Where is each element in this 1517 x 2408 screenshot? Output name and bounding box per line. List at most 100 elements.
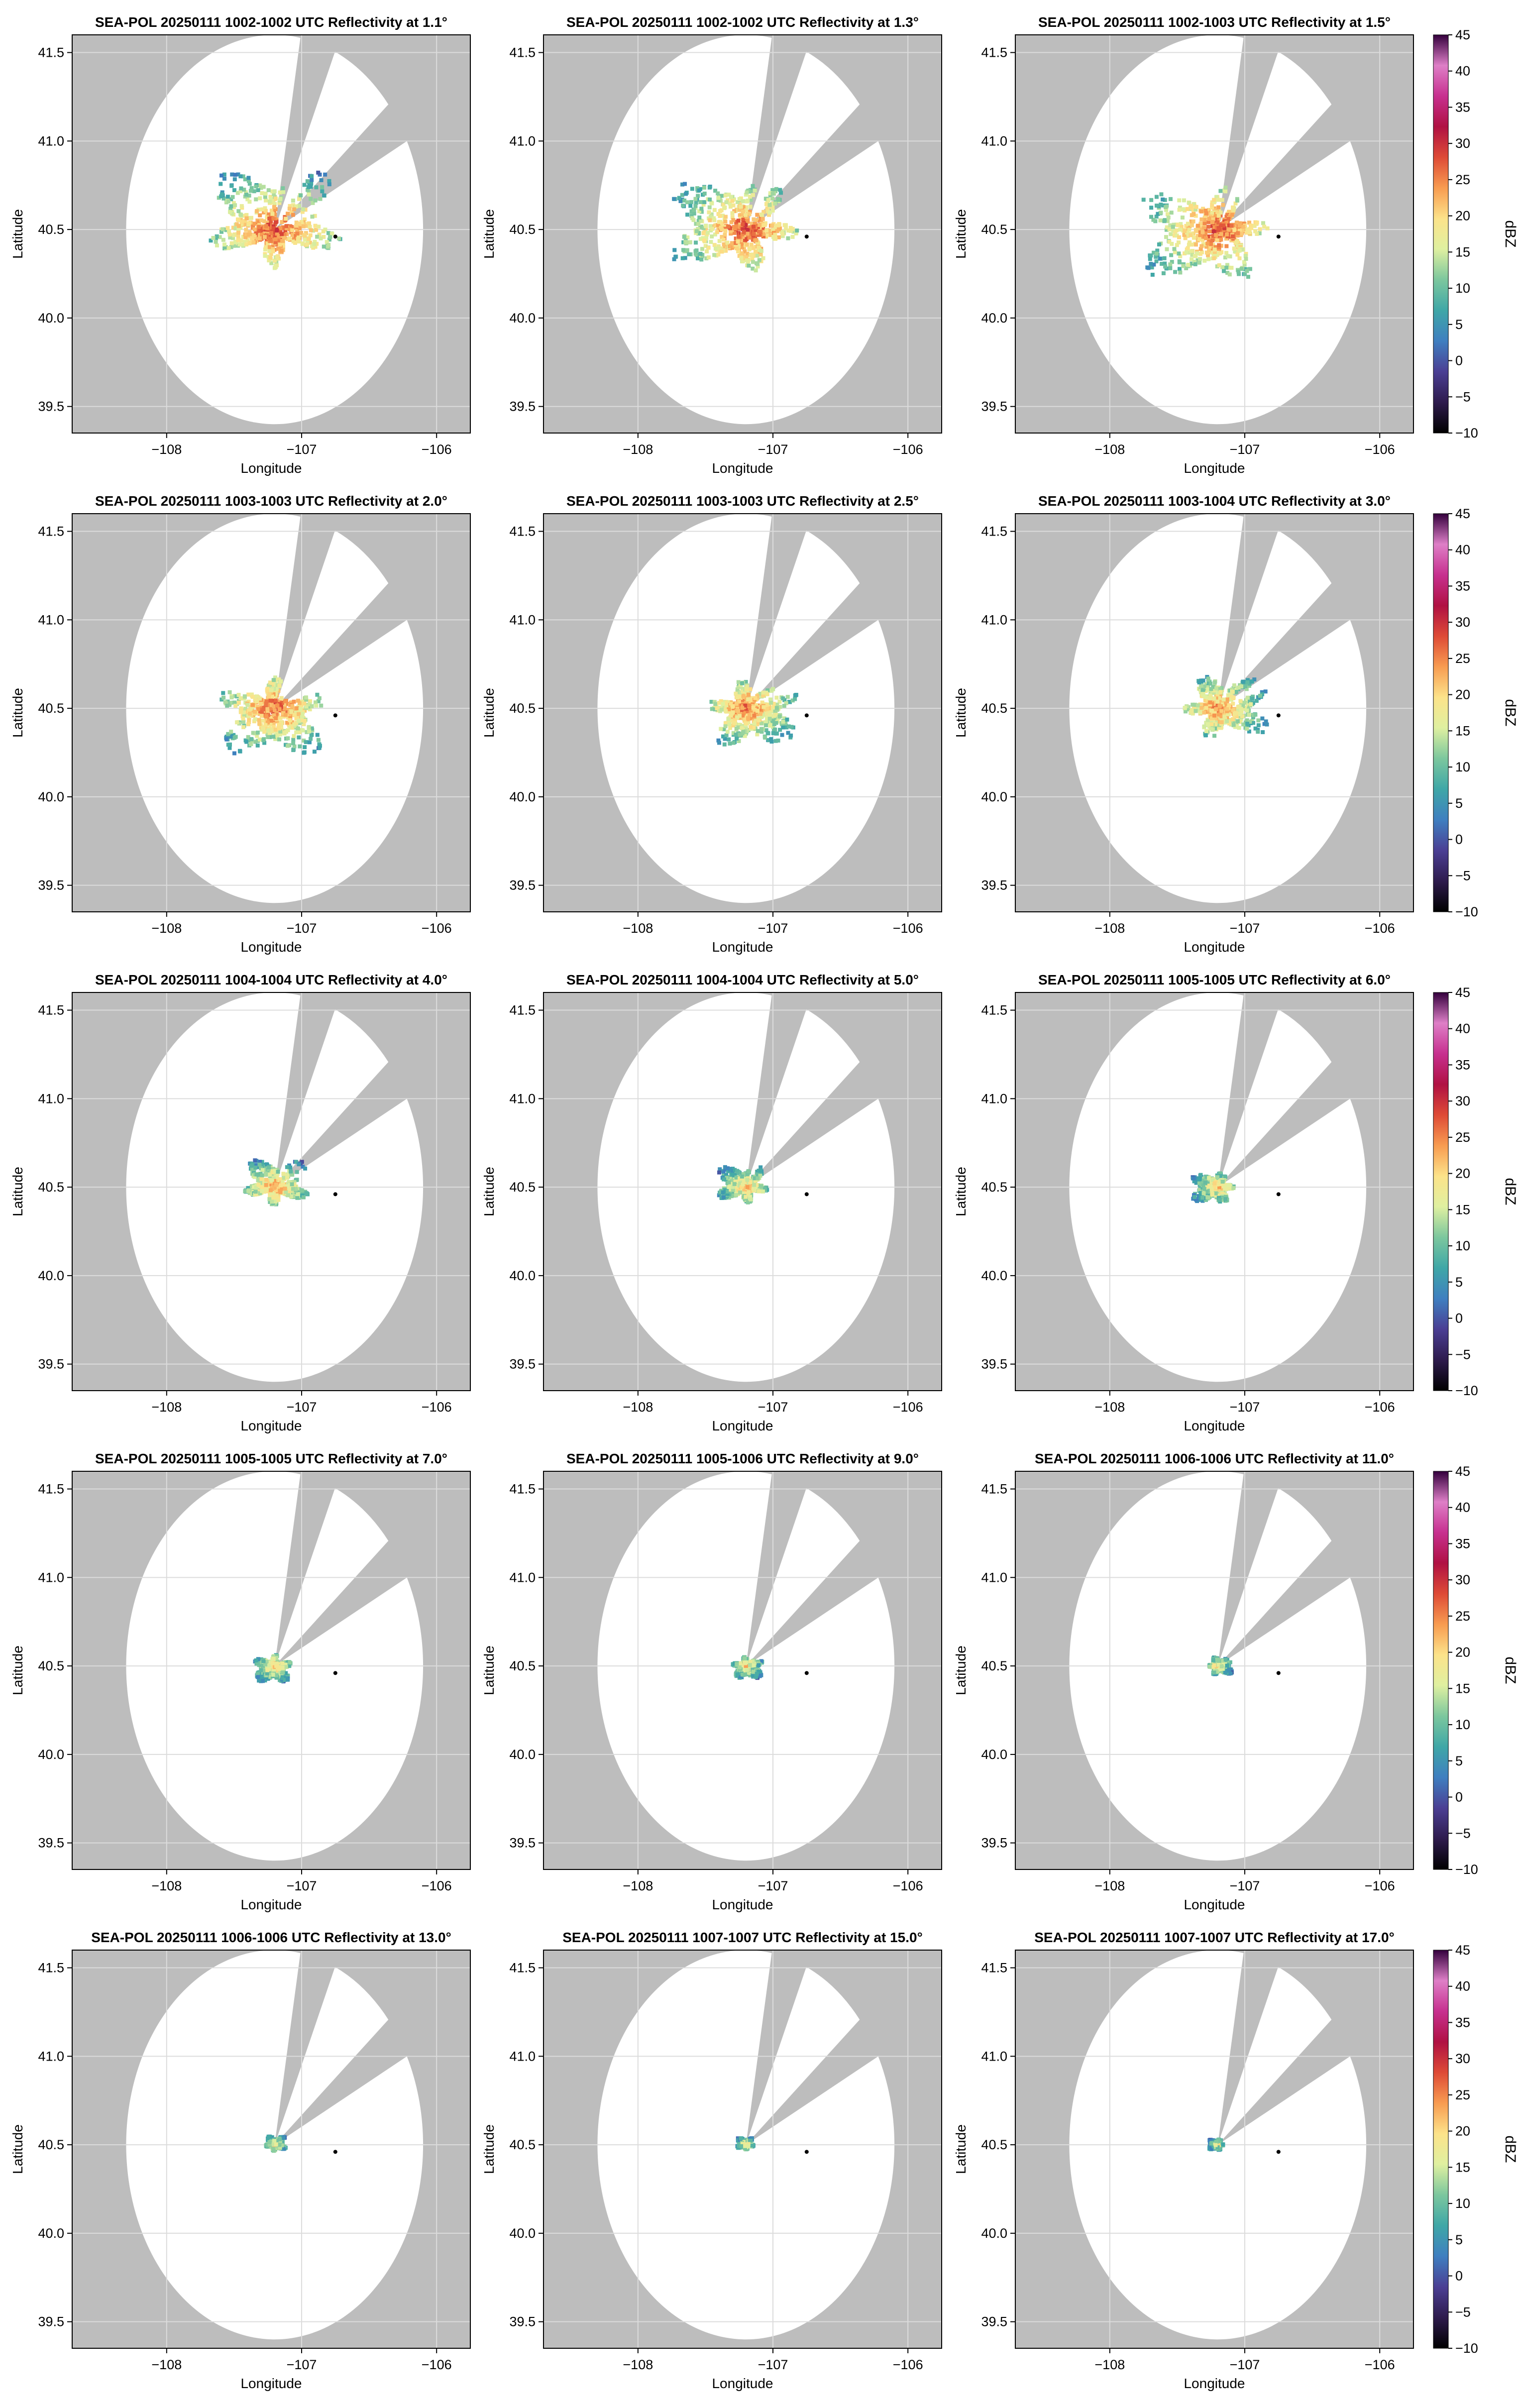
colorbar-tick-label: 35	[1455, 2015, 1470, 2030]
colorbar-tick-label: 35	[1455, 1536, 1470, 1551]
ytick-label: 39.5	[38, 878, 64, 893]
ytick-label: 40.0	[981, 789, 1007, 804]
panel-4: −108 −107 −106 39.5 40.0 40.5 41.0 41.5 SEA-POL …	[10, 493, 471, 955]
axes-frame	[543, 34, 942, 434]
colorbar-gradient	[1433, 992, 1449, 1391]
ytick-label: 39.5	[509, 2314, 536, 2329]
axes-frame	[543, 513, 942, 912]
colorbar-tick-label: 40	[1455, 64, 1470, 79]
xtick-label: −106	[422, 1400, 452, 1415]
y-axis-label: Latitude	[481, 209, 497, 259]
x-axis-label: Longitude	[1184, 2376, 1245, 2391]
colorbar-tick-label: 20	[1455, 1166, 1470, 1181]
ytick-label: 40.5	[981, 701, 1007, 716]
x-axis-label: Longitude	[240, 1897, 302, 1912]
plot-area	[1015, 992, 1413, 1391]
panel-3: −108 −107 −106 39.5 40.0 40.5 41.0 41.5 SEA-POL …	[953, 14, 1517, 476]
gridlines	[72, 514, 470, 912]
ytick-label: 40.5	[981, 1180, 1007, 1195]
panel-6: −108 −107 −106 39.5 40.0 40.5 41.0 41.5 SEA-POL …	[953, 493, 1517, 955]
axes-frame	[543, 1471, 942, 1870]
colorbar: −10 −5 0 5 10 15 20 25 30 35 40 45 dBZ	[1433, 1464, 1517, 1877]
panel-title: SEA-POL 20250111 1006-1006 UTC Reflectiv…	[91, 1930, 451, 1945]
xtick-label: −108	[623, 921, 653, 936]
xtick-label: −108	[151, 921, 182, 936]
xtick-label: −108	[1094, 442, 1125, 457]
axes-frame	[1015, 1950, 1414, 2349]
colorbar-tick-label: 15	[1455, 2160, 1470, 2175]
colorbar-tick-label: 25	[1455, 2087, 1470, 2102]
ytick-label: 41.0	[981, 2049, 1007, 2064]
ytick-label: 40.5	[38, 701, 64, 716]
x-axis-label: Longitude	[240, 2376, 302, 2391]
colorbar-tick-label: −5	[1455, 389, 1471, 404]
panel-title: SEA-POL 20250111 1003-1003 UTC Reflectiv…	[566, 493, 919, 509]
ytick-label: 40.5	[509, 1180, 536, 1195]
ytick-label: 40.0	[981, 1268, 1007, 1283]
colorbar-tick-label: 5	[1455, 796, 1463, 811]
xtick-label: −106	[1365, 1878, 1395, 1893]
colorbar-tick-label: 10	[1455, 1238, 1470, 1253]
site-marker	[1276, 2150, 1281, 2154]
ytick-label: 39.5	[38, 1357, 64, 1372]
site-marker	[804, 713, 809, 718]
ytick-label: 41.5	[981, 1961, 1007, 1975]
colorbar-tick-label: −10	[1455, 1383, 1478, 1398]
ytick-label: 39.5	[509, 1836, 536, 1851]
plot-area	[1015, 1950, 1413, 2348]
plot-area	[72, 514, 470, 912]
reflectivity-echo	[672, 182, 799, 273]
site-marker	[804, 234, 809, 239]
xtick-label: −107	[1230, 1878, 1260, 1893]
colorbar-tick-label: −10	[1455, 904, 1478, 919]
x-axis-label: Longitude	[1184, 1897, 1245, 1912]
xtick-label: −108	[151, 2357, 182, 2372]
colorbar-tick-label: 5	[1455, 2232, 1463, 2247]
ytick-label: 40.5	[38, 1658, 64, 1673]
xtick-label: −107	[758, 921, 788, 936]
site-marker	[804, 1671, 809, 1675]
ytick-label: 41.0	[38, 612, 64, 627]
reflectivity-echo	[731, 1655, 764, 1680]
reflectivity-echo	[209, 170, 342, 270]
y-axis-label: Latitude	[10, 2124, 25, 2174]
panel-11: −108 −107 −106 39.5 40.0 40.5 41.0 41.5 SEA-POL …	[481, 1451, 942, 1912]
ytick-label: 39.5	[509, 878, 536, 893]
ytick-label: 40.0	[509, 1747, 536, 1762]
site-marker	[333, 1671, 337, 1675]
reflectivity-echo	[1207, 1655, 1234, 1676]
panel-9: −108 −107 −106 39.5 40.0 40.5 41.0 41.5 SEA-POL …	[953, 972, 1517, 1433]
colorbar-label: dBZ	[1502, 2135, 1517, 2163]
y-axis-label: Latitude	[10, 209, 25, 259]
panel-7: −108 −107 −106 39.5 40.0 40.5 41.0 41.5 SEA-POL …	[10, 972, 471, 1433]
ytick-label: 39.5	[981, 2314, 1007, 2329]
axes-frame	[72, 513, 471, 912]
ytick-label: 39.5	[981, 1357, 1007, 1372]
ytick-label: 39.5	[38, 399, 64, 414]
plot-area	[72, 1471, 470, 1869]
colorbar-tick-label: 0	[1455, 1311, 1463, 1326]
ytick-label: 40.0	[981, 1747, 1007, 1762]
panel-title: SEA-POL 20250111 1007-1007 UTC Reflectiv…	[562, 1930, 923, 1945]
colorbar-tick-label: 20	[1455, 209, 1470, 223]
xtick-label: −107	[287, 442, 317, 457]
ytick-label: 41.5	[509, 1482, 536, 1497]
site-marker	[804, 1192, 809, 1197]
ytick-label: 41.0	[509, 1091, 536, 1106]
plot-area	[543, 992, 942, 1391]
ytick-label: 41.5	[509, 45, 536, 60]
reflectivity-echo	[717, 1165, 769, 1204]
ytick-label: 41.5	[981, 524, 1007, 539]
ytick-label: 40.0	[38, 1747, 64, 1762]
x-axis-label: Longitude	[712, 1418, 773, 1433]
colorbar-tick-label: 5	[1455, 317, 1463, 332]
colorbar-tick-label: 35	[1455, 578, 1470, 593]
xtick-label: −106	[1365, 442, 1395, 457]
ytick-label: 41.5	[509, 1961, 536, 1975]
ytick-label: 41.0	[38, 1570, 64, 1585]
ytick-label: 40.5	[509, 2137, 536, 2152]
gridlines	[1015, 1950, 1413, 2348]
xtick-label: −106	[893, 1400, 923, 1415]
colorbar: −10 −5 0 5 10 15 20 25 30 35 40 45 dBZ	[1433, 27, 1517, 440]
xtick-label: −108	[151, 1400, 182, 1415]
